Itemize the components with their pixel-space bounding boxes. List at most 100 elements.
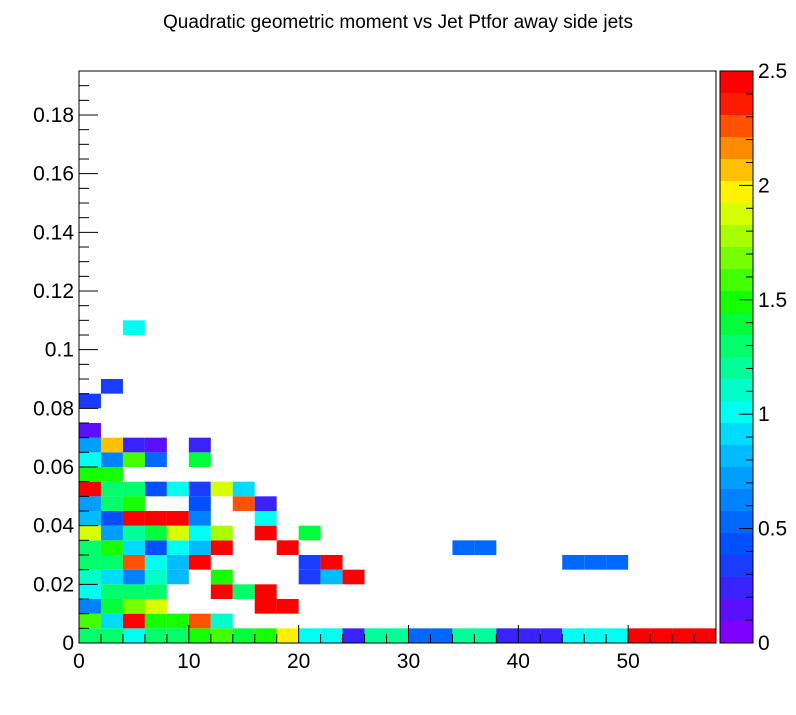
- heatmap-cell: [188, 437, 211, 453]
- chart-title: Quadratic geometric moment vs Jet Ptfor …: [163, 12, 633, 33]
- heatmap-cell: [562, 555, 585, 570]
- heatmap-cell: [606, 628, 629, 643]
- palette-swatch: [720, 137, 753, 159]
- palette-swatch: [720, 313, 753, 335]
- palette-swatch: [720, 511, 753, 533]
- palette-swatch: [720, 379, 753, 401]
- palette-swatch: [720, 445, 753, 467]
- heatmap-cell: [166, 540, 189, 555]
- heatmap-cell: [144, 452, 167, 467]
- color-scale: 0 0.5 1 1.5 2 2.5: [719, 60, 787, 655]
- heatmap-cell: [628, 628, 651, 643]
- heatmap-cell: [166, 613, 189, 629]
- z-tick-label: 2: [758, 174, 770, 197]
- plot-frame: [78, 70, 717, 644]
- heatmap-cell: [144, 511, 167, 526]
- heatmap-cell: [672, 628, 695, 643]
- z-tick-label: 2.5: [758, 60, 787, 83]
- heatmap-cell: [79, 452, 101, 467]
- heatmap-cell: [144, 481, 167, 497]
- heatmap-cell: [144, 525, 167, 541]
- heatmap-cell: [122, 599, 145, 614]
- heatmap-cell: [79, 628, 101, 643]
- heatmap-cell: [254, 584, 277, 599]
- heatmap-cell: [122, 511, 145, 526]
- y-tick-label: 0.14: [33, 221, 74, 244]
- z-tick-label: 1: [758, 403, 770, 426]
- heatmap-cell: [650, 628, 673, 643]
- heatmap-cell: [188, 555, 211, 570]
- heatmap-cell: [166, 481, 189, 497]
- palette-swatch: [720, 423, 753, 445]
- z-tick-label: 0: [758, 632, 770, 655]
- heatmap-cell: [298, 525, 321, 541]
- heatmap-cell: [100, 511, 123, 526]
- heatmap-cell: [144, 613, 167, 629]
- y-tick-label: 0.08: [33, 397, 74, 420]
- heatmap-cell: [452, 628, 475, 643]
- heatmap-cell: [122, 628, 145, 643]
- axes: 0 10 20 30 40 50 0 0.02 0.04 0.06 0.08 0.1 0.12 0.14 0…: [33, 70, 717, 673]
- heatmap-cell: [210, 481, 233, 497]
- heatmap-cell: [79, 481, 101, 497]
- heatmap-cell: [210, 613, 233, 629]
- heatmap-cell: [298, 628, 321, 643]
- palette-swatch: [720, 533, 753, 555]
- palette-swatch: [720, 357, 753, 379]
- heatmap-cells: [79, 320, 716, 643]
- heatmap-cell: [188, 496, 211, 511]
- heatmap-cell: [144, 555, 167, 570]
- heatmap-cell: [320, 628, 343, 643]
- x-tick-label: 50: [616, 650, 639, 673]
- palette-swatch: [720, 291, 753, 313]
- heatmap-cell: [122, 569, 145, 585]
- y-tick-label: 0.16: [33, 163, 74, 186]
- heatmap-cell: [254, 599, 277, 614]
- heatmap-cell: [254, 511, 277, 526]
- heatmap-cell: [562, 628, 585, 643]
- heatmap-cell: [100, 584, 123, 599]
- y-tick-label: 0.18: [33, 104, 74, 127]
- palette-swatch: [720, 335, 753, 357]
- palette-swatch: [720, 555, 753, 577]
- palette-swatch: [720, 577, 753, 599]
- heatmap-cell: [430, 628, 453, 643]
- heatmap-cell: [100, 496, 123, 511]
- heatmap-cell: [122, 540, 145, 555]
- heatmap-cell: [210, 569, 233, 585]
- heatmap-cell: [188, 452, 211, 467]
- heatmap-cell: [100, 599, 123, 614]
- heatmap-cell: [276, 599, 299, 614]
- heatmap-cell: [122, 437, 145, 453]
- heatmap-cell: [122, 496, 145, 511]
- heatmap-cell: [79, 540, 101, 555]
- heatmap-cell: [606, 555, 629, 570]
- heatmap-cell: [210, 628, 233, 643]
- heatmap-cell: [144, 599, 167, 614]
- palette-swatch: [720, 225, 753, 247]
- y-tick-label: 0.12: [33, 280, 74, 303]
- heatmap-cell: [276, 540, 299, 555]
- heatmap-cell: [100, 467, 123, 482]
- z-tick-label: 1.5: [758, 289, 787, 312]
- heatmap-cell: [100, 555, 123, 570]
- heatmap-cell: [584, 628, 607, 643]
- heatmap-cell: [100, 540, 123, 555]
- heatmap-cell: [210, 540, 233, 555]
- heatmap-cell: [188, 540, 211, 555]
- heatmap-cell: [584, 555, 607, 570]
- heatmap-cell: [254, 525, 277, 541]
- heatmap-cell: [188, 613, 211, 629]
- heatmap-cell: [254, 628, 277, 643]
- palette-swatch: [720, 71, 753, 93]
- heatmap-cell: [79, 437, 101, 453]
- heatmap-cell: [496, 628, 519, 643]
- z-tick-label: 0.5: [758, 518, 787, 541]
- heatmap-cell: [474, 628, 497, 643]
- heatmap-cell: [188, 628, 211, 643]
- heatmap-cell: [79, 496, 101, 511]
- y-tick-label: 0.04: [33, 515, 74, 538]
- palette-swatch: [720, 159, 753, 181]
- x-tick-label: 30: [397, 650, 420, 673]
- palette-frame: [719, 70, 754, 644]
